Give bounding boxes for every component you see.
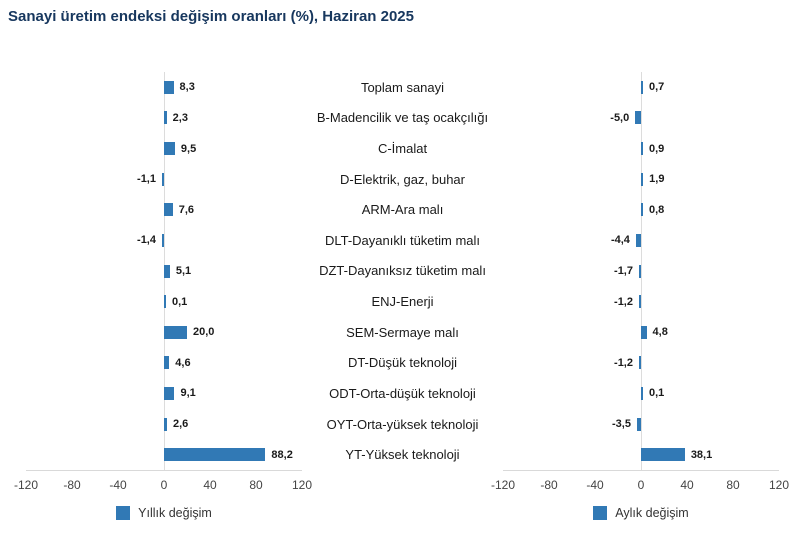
x-axis-tick: 120 — [291, 478, 313, 492]
annual-legend-swatch — [116, 506, 131, 520]
x-axis-tick: 80 — [726, 478, 740, 492]
bar-d-elektrik-gaz-buhar — [641, 172, 644, 186]
value-label: 0,7 — [649, 81, 665, 94]
monthly-legend-swatch — [593, 506, 608, 520]
x-axis-tick: -80 — [540, 478, 558, 492]
x-axis-tick: 0 — [160, 478, 168, 492]
annual-legend-label: Yıllık değişim — [138, 506, 212, 520]
value-label: 7,6 — [178, 203, 195, 216]
bar-toplam-sanayi — [164, 80, 174, 94]
bar-dlt-dayan-kl-t-ketim-mal — [162, 233, 164, 247]
x-axis-tick: -120 — [490, 478, 516, 492]
bar-d-elektrik-gaz-buhar — [162, 172, 164, 186]
value-label: 0,1 — [649, 387, 665, 400]
value-label: 0,1 — [172, 295, 188, 308]
value-label: 9,5 — [180, 142, 197, 155]
chart-title: Sanayi üretim endeksi değişim oranları (… — [8, 8, 414, 25]
category-label-oyt-orta-y-ksek-teknoloji: OYT-Orta-yüksek teknoloji — [326, 416, 479, 432]
value-label: -1,2 — [614, 356, 633, 369]
value-label: 9,1 — [180, 387, 196, 400]
value-label: -1,7 — [614, 265, 633, 277]
x-axis-tick: 0 — [637, 478, 645, 492]
bar-b-madencilik-ve-ta-ocak-l — [635, 111, 641, 125]
category-label-d-elektrik-gaz-buhar: D-Elektrik, gaz, buhar — [340, 171, 465, 187]
bar-yt-y-ksek-teknoloji — [164, 448, 266, 462]
bar-arm-ara-mal — [164, 203, 173, 217]
category-label-enj-enerji: ENJ-Enerji — [371, 294, 434, 310]
bar-dzt-dayan-ks-z-t-ketim-mal — [639, 264, 641, 278]
bar-enj-enerji — [164, 295, 166, 309]
annual-change-chart: 8,3 2,3 9,5 -1,1 7,6 -1,4 5,1 0,1 20,0 4,6 9,1 2,6 8… — [14, 72, 312, 520]
annual-chart-plot-area: 8,3 2,3 9,5 -1,1 7,6 -1,4 5,1 0,1 20,0 4,6 9,1 2,6 8… — [26, 72, 302, 471]
x-axis-tick: -120 — [13, 478, 39, 492]
bar-odt-orta-d-k-teknoloji — [164, 386, 175, 400]
bar-dlt-dayan-kl-t-ketim-mal — [635, 233, 641, 247]
monthly-change-chart: 0,7 -5,0 0,9 1,9 0,8 -4,4 -1,7 -1,2 4,8 -1,2 0,1 -3… — [491, 72, 789, 520]
value-label: -5,0 — [610, 111, 630, 124]
bar-odt-orta-d-k-teknoloji — [641, 386, 643, 400]
category-label-c-i-malat: C-İmalat — [377, 141, 428, 157]
value-label: 2,6 — [172, 418, 189, 431]
value-label: 8,3 — [179, 81, 195, 94]
category-labels-column: Toplam sanayi B-Madencilik ve taş ocakçıl… — [302, 72, 503, 470]
monthly-chart-plot-area: 0,7 -5,0 0,9 1,9 0,8 -4,4 -1,7 -1,2 4,8 -1,2 0,1 -3… — [503, 72, 779, 471]
bar-yt-y-ksek-teknoloji — [641, 448, 685, 462]
zero-axis-line — [641, 72, 642, 470]
annual-legend: Yıllık değişim — [26, 506, 302, 520]
monthly-legend-label: Aylık değişim — [615, 506, 689, 520]
bar-enj-enerji — [639, 295, 641, 309]
x-axis-tick: 80 — [249, 478, 263, 492]
value-label: 38,1 — [690, 448, 713, 461]
category-label-dt-d-k-teknoloji: DT-Düşük teknoloji — [347, 355, 458, 371]
value-label: 4,8 — [652, 326, 668, 339]
bar-sem-sermaye-mal — [164, 325, 187, 339]
category-label-yt-y-ksek-teknoloji: YT-Yüksek teknoloji — [345, 447, 460, 463]
value-label: 5,1 — [175, 265, 192, 277]
annual-chart-x-axis: -120 -80 -40 0 40 80 120 — [14, 471, 312, 495]
category-label-dzt-dayan-ks-z-t-ketim-mal: DZT-Dayanıksız tüketim malı — [319, 263, 486, 279]
bar-oyt-orta-y-ksek-teknoloji — [636, 417, 641, 431]
bar-b-madencilik-ve-ta-ocak-l — [164, 111, 167, 125]
value-label: 0,8 — [649, 203, 665, 216]
bar-toplam-sanayi — [641, 80, 643, 94]
monthly-legend: Aylık değişim — [503, 506, 779, 520]
value-label: -4,4 — [610, 234, 630, 247]
value-label: 20,0 — [193, 326, 215, 339]
x-axis-tick: -80 — [63, 478, 81, 492]
value-label: -1,2 — [614, 295, 633, 308]
category-label-odt-orta-d-k-teknoloji: ODT-Orta-düşük teknoloji — [329, 385, 476, 401]
bar-arm-ara-mal — [641, 203, 643, 217]
bar-dt-d-k-teknoloji — [639, 356, 641, 370]
value-label: 4,6 — [175, 356, 191, 369]
value-label: 88,2 — [271, 448, 293, 461]
bar-dt-d-k-teknoloji — [164, 356, 170, 370]
category-label-dlt-dayan-kl-t-ketim-mal: DLT-Dayanıklı tüketim malı — [324, 232, 481, 248]
bar-c-i-malat — [164, 142, 175, 156]
value-label: 2,3 — [172, 111, 188, 124]
bar-c-i-malat — [641, 142, 643, 156]
x-axis-tick: 40 — [680, 478, 694, 492]
value-label: 0,9 — [649, 142, 665, 155]
value-label: -1,4 — [137, 234, 156, 247]
bar-oyt-orta-y-ksek-teknoloji — [164, 417, 167, 431]
x-axis-tick: -40 — [586, 478, 604, 492]
monthly-chart-x-axis: -120 -80 -40 0 40 80 120 — [491, 471, 789, 495]
bar-sem-sermaye-mal — [641, 325, 647, 339]
value-label: -3,5 — [612, 418, 631, 431]
category-label-b-madencilik-ve-ta-ocak-l: B-Madencilik ve taş ocakçılığı — [316, 110, 489, 126]
bar-dzt-dayan-ks-z-t-ketim-mal — [164, 264, 170, 278]
category-label-arm-ara-mal: ARM-Ara malı — [361, 202, 444, 218]
x-axis-tick: 120 — [768, 478, 790, 492]
x-axis-tick: -40 — [109, 478, 127, 492]
category-label-toplam-sanayi: Toplam sanayi — [360, 79, 445, 95]
category-label-sem-sermaye-mal: SEM-Sermaye malı — [346, 324, 459, 340]
x-axis-tick: 40 — [203, 478, 217, 492]
value-label: -1,1 — [137, 173, 156, 186]
value-label: 1,9 — [649, 173, 665, 186]
